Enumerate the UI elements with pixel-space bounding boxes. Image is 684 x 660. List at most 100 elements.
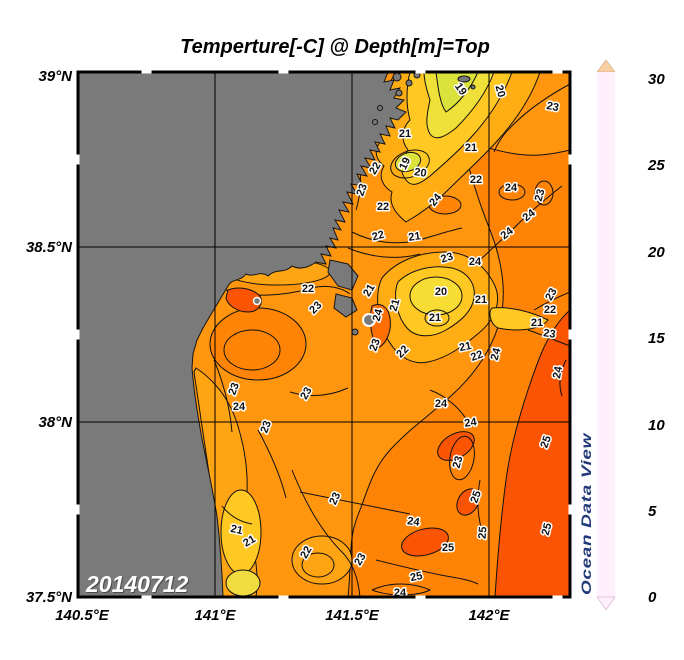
contour-value-label: 25 bbox=[538, 434, 553, 450]
contour-value-label: 23 bbox=[367, 337, 382, 353]
warm-blob bbox=[437, 431, 475, 461]
contour-value-label: 22 bbox=[377, 201, 389, 213]
colorbar-bottom-arrow bbox=[596, 596, 616, 611]
frame-tick bbox=[415, 595, 426, 599]
latitude-label: 37.5°N bbox=[26, 589, 73, 606]
north-19c-region bbox=[435, 72, 479, 113]
contour-value-label: 20 bbox=[414, 166, 428, 180]
date-stamp: 20140712 bbox=[85, 571, 189, 597]
latitude-label: 39°N bbox=[38, 68, 73, 85]
north-21c-region bbox=[401, 72, 513, 185]
contour-value-label: 24 bbox=[505, 182, 518, 194]
contour-value-label: 22 bbox=[469, 348, 485, 363]
frame-tick bbox=[76, 329, 80, 340]
colorbar-tick-label: 20 bbox=[647, 244, 665, 261]
longitude-label: 142°E bbox=[468, 607, 510, 624]
contour-value-label: 23 bbox=[545, 100, 559, 114]
contour-value-label: 21 bbox=[399, 128, 411, 140]
grid-lines bbox=[78, 72, 570, 597]
latitude-label: 38.5°N bbox=[26, 239, 73, 256]
midbottom-ring bbox=[301, 552, 335, 578]
frame-tick bbox=[568, 504, 572, 515]
contour-value-label: 24 bbox=[551, 365, 565, 380]
frame-tick bbox=[76, 154, 80, 165]
contour-value-label: 20 bbox=[435, 286, 447, 298]
land-mass bbox=[78, 72, 407, 597]
contour-value-label: 21 bbox=[408, 230, 422, 244]
contour-value-label: 23 bbox=[439, 251, 454, 266]
frame-tick bbox=[76, 504, 80, 515]
contour-value-label: 25 bbox=[442, 542, 454, 554]
contour-value-label: 25 bbox=[468, 489, 483, 505]
peninsula-warm-tongue bbox=[369, 304, 391, 349]
frame-tick bbox=[278, 595, 289, 599]
colorbar: 30 25 20 15 10 5 0 bbox=[596, 59, 665, 611]
contour-value-label: 22 bbox=[371, 229, 386, 244]
contour-value-label: 22 bbox=[544, 304, 556, 316]
contour-value-label: 23 bbox=[533, 188, 548, 203]
contour-value-label: 24 bbox=[394, 587, 407, 599]
contour-value-label: 25 bbox=[477, 526, 490, 539]
contour-value-label: 22 bbox=[470, 174, 482, 186]
central-21c-ring bbox=[424, 309, 450, 327]
central-20c-core bbox=[409, 276, 463, 316]
longitude-axis-labels: 140.5°E 141°E 141.5°E 142°E bbox=[55, 607, 510, 624]
frame-tick bbox=[552, 595, 563, 599]
longitude-label: 141°E bbox=[194, 607, 236, 624]
colorbar-tick-label: 0 bbox=[648, 589, 657, 606]
pocket-19c bbox=[394, 151, 422, 173]
ring-24 bbox=[498, 183, 526, 201]
longitude-label: 141.5°E bbox=[325, 607, 380, 624]
colorbar-tick-label: 10 bbox=[648, 417, 665, 434]
ocean-25c-region bbox=[494, 309, 570, 597]
contour-value-label: 23 bbox=[451, 455, 466, 470]
contour-value-label: 24 bbox=[233, 401, 246, 413]
contour-value-label: 21 bbox=[475, 294, 487, 306]
contour-value-label: 25 bbox=[540, 522, 555, 537]
warm-blob bbox=[456, 488, 480, 516]
frame-tick bbox=[552, 70, 563, 74]
east-21c-tongue bbox=[489, 307, 549, 331]
frame-tick bbox=[278, 70, 289, 74]
contour-value-label: 23 bbox=[258, 419, 273, 435]
colorbar-gradient bbox=[597, 72, 615, 597]
frame-tick bbox=[141, 595, 152, 599]
contour-value-label: 22 bbox=[302, 283, 314, 295]
contour-value-label: 23 bbox=[226, 381, 241, 397]
contour-value-label: 21 bbox=[429, 312, 441, 324]
contour-value-label: 24 bbox=[489, 346, 504, 362]
pocket-20c-ring bbox=[390, 149, 430, 179]
contour-value-label: 21 bbox=[388, 298, 403, 313]
contour-value-label: 24 bbox=[435, 398, 448, 410]
contour-value-label: 25 bbox=[409, 570, 423, 584]
colorbar-tick-label: 25 bbox=[647, 157, 665, 174]
warm-blob bbox=[401, 527, 449, 557]
latitude-axis-labels: 39°N 38.5°N 38°N 37.5°N bbox=[26, 68, 73, 606]
contour-value-label: 21 bbox=[465, 142, 477, 154]
coastal-20c-blob bbox=[225, 569, 261, 597]
frame-tick bbox=[141, 70, 152, 74]
latitude-label: 38°N bbox=[38, 414, 73, 431]
contour-value-label: 21 bbox=[531, 317, 543, 329]
contour-value-label: 23 bbox=[543, 327, 557, 341]
colorbar-top-arrow bbox=[596, 59, 616, 73]
contour-lines bbox=[213, 83, 570, 597]
frame-tick bbox=[568, 154, 572, 165]
longitude-label: 140.5°E bbox=[55, 607, 110, 624]
colorbar-tick-label: 5 bbox=[648, 503, 657, 520]
ocean-data-view-watermark: Ocean Data View bbox=[578, 432, 594, 595]
contour-value-label: 24 bbox=[407, 515, 422, 529]
contour-value-label: 21 bbox=[229, 523, 243, 537]
bay-23c-ring bbox=[223, 329, 281, 371]
contour-value-label: 24 bbox=[464, 416, 479, 430]
islands bbox=[252, 72, 476, 336]
contour-value-label: 20 bbox=[493, 84, 508, 99]
frame-tick bbox=[415, 70, 426, 74]
contour-value-label: 24 bbox=[469, 256, 482, 268]
frame-tick-marks bbox=[76, 70, 572, 599]
cove-warm-water bbox=[225, 287, 262, 313]
colorbar-tick-label: 30 bbox=[648, 71, 665, 88]
